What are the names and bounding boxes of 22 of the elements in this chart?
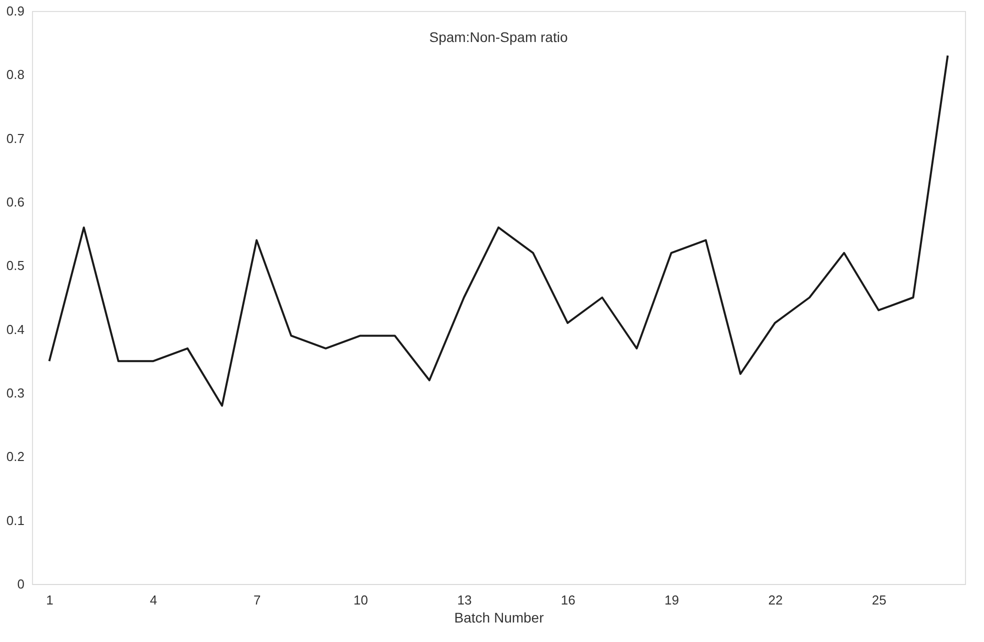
y-tick-label: 0.2 (6, 449, 24, 464)
x-tick-label: 7 (253, 592, 261, 608)
y-tick-label: 0.5 (6, 258, 24, 274)
y-tick-label: 0.4 (6, 322, 24, 337)
y-tick-label: 0.6 (6, 194, 24, 210)
y-tick-label: 0.7 (6, 130, 24, 146)
x-tick-label: 10 (354, 592, 368, 608)
y-tick-label: 0.1 (6, 512, 24, 528)
x-axis-title: Batch Number (454, 610, 544, 626)
x-tick-label: 1 (46, 592, 54, 608)
y-tick-label: 0.8 (6, 67, 24, 82)
x-tick-label: 19 (664, 592, 680, 608)
x-tick-label: 22 (768, 592, 783, 608)
x-tick-label: 25 (872, 592, 886, 608)
y-tick-label: 0.3 (6, 386, 24, 400)
text: Spam:Non-Spam ratio (429, 29, 568, 45)
x-tick-label: 4 (150, 592, 158, 608)
line-series (48, 54, 949, 407)
x-tick-label: 16 (560, 592, 576, 608)
x-tick-label: 13 (457, 592, 472, 608)
y-tick-label: 0 (17, 576, 24, 592)
y-tick-label: 0.9 (6, 4, 24, 18)
